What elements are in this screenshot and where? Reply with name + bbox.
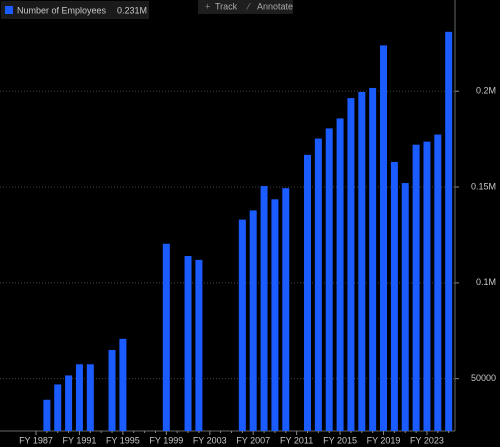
legend-label: Number of Employees (17, 5, 107, 15)
bar (119, 338, 127, 431)
x-tick-label: FY 1999 (149, 435, 183, 445)
bar (184, 256, 192, 431)
x-tick-label: FY 2023 (410, 435, 444, 445)
bar (282, 188, 290, 431)
bar (75, 364, 83, 431)
legend-swatch (5, 6, 13, 14)
bar (445, 31, 453, 432)
bar (314, 138, 322, 431)
x-tick-label: FY 1995 (106, 435, 140, 445)
y-tick-label: 0.15M (471, 181, 496, 191)
bar (238, 219, 246, 431)
x-tick-label: FY 2011 (280, 435, 313, 445)
annotate-button[interactable]: Annotate (257, 1, 293, 11)
toolbar (198, 0, 293, 14)
bar (249, 210, 257, 431)
bar (423, 141, 431, 431)
bar (380, 45, 388, 431)
x-tick-label: FY 1987 (19, 435, 53, 445)
y-tick-label: 0.1M (476, 277, 496, 287)
y-tick-label: 0.2M (476, 86, 496, 96)
track-icon: + (205, 1, 210, 11)
bar (304, 154, 311, 431)
bar (390, 161, 398, 432)
bar (401, 183, 409, 431)
bar (260, 186, 268, 431)
track-button[interactable]: Track (215, 1, 238, 11)
bar (336, 118, 344, 432)
legend-box (1, 1, 149, 19)
bar (54, 384, 62, 431)
bar (108, 349, 116, 431)
bar (325, 128, 333, 431)
bar (162, 243, 170, 431)
bar (43, 399, 51, 431)
bar (86, 364, 94, 431)
bar (358, 91, 366, 431)
bar (434, 134, 442, 431)
bar (369, 87, 377, 431)
bar (412, 144, 420, 431)
bar (347, 98, 355, 431)
y-tick-label: 50000 (471, 373, 496, 383)
x-tick-label: FY 2015 (323, 435, 357, 445)
x-tick-label: FY 1991 (63, 435, 97, 445)
annotate-icon: ⁄ (246, 1, 251, 11)
bar (271, 199, 279, 431)
bar (65, 375, 73, 431)
x-tick-label: FY 2003 (193, 435, 227, 445)
x-tick-label: FY 2007 (236, 435, 270, 445)
legend-value: 0.231M (117, 5, 147, 15)
x-tick-label: FY 2019 (367, 435, 401, 445)
bar (195, 259, 203, 431)
